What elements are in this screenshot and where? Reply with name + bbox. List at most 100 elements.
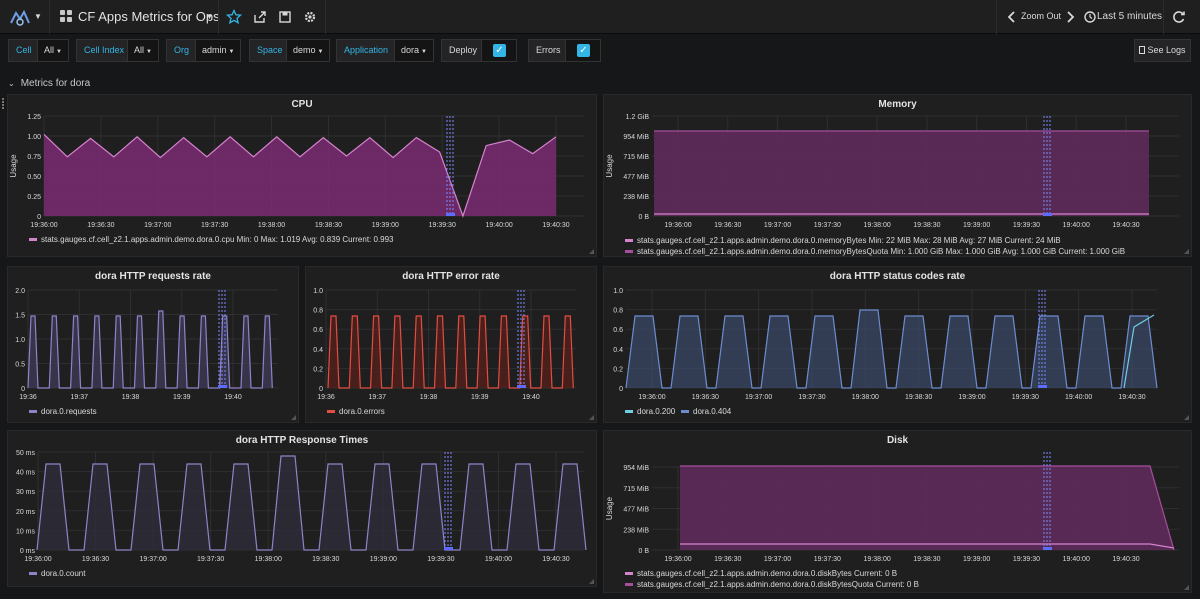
x-tick-label: 19:38:00 xyxy=(258,222,285,229)
panel-title[interactable]: dora HTTP requests rate xyxy=(95,271,211,282)
panel-title[interactable]: CPU xyxy=(291,99,313,110)
x-tick-label: 19:39:00 xyxy=(372,222,399,229)
y-tick-label: 715 MiB xyxy=(623,486,649,493)
x-tick-label: 19:37:00 xyxy=(764,556,791,563)
x-tick-label: 19:40:30 xyxy=(1118,394,1145,401)
legend-item[interactable]: stats.gauges.cf.cell_z2.1.apps.admin.dem… xyxy=(29,235,394,244)
x-tick-label: 19:39:00 xyxy=(963,556,990,563)
variable-label-space: Space xyxy=(249,39,291,62)
panel-requests-rate: dora HTTP requests rate 0 0.5 1.0 1.5 2.0 19:… xyxy=(7,266,299,423)
caret-down-icon: ▼ xyxy=(228,49,235,55)
errors-series-fill xyxy=(328,316,574,388)
annotation-marker xyxy=(1038,385,1047,388)
annotation-marker xyxy=(218,385,227,388)
resize-handle[interactable] xyxy=(1184,585,1189,590)
legend-item[interactable]: stats.gauges.cf.cell_z2.1.apps.admin.dem… xyxy=(625,247,1125,256)
save-icon[interactable] xyxy=(276,8,294,26)
legend-item[interactable]: dora.0.errors xyxy=(327,407,385,416)
variable-select-cell[interactable]: All ▼ xyxy=(37,39,69,62)
legend-item[interactable]: dora.0.count xyxy=(29,569,85,578)
y-tick-label: 0 ms xyxy=(20,548,36,555)
resize-handle[interactable] xyxy=(589,579,594,584)
legend-item[interactable]: stats.gauges.cf.cell_z2.1.apps.admin.dem… xyxy=(625,569,897,578)
resize-handle[interactable] xyxy=(291,415,296,420)
check-icon: ✓ xyxy=(493,44,506,57)
variable-select-application[interactable]: dora ▼ xyxy=(394,39,434,62)
share-icon[interactable] xyxy=(251,8,269,26)
x-tick-label: 19:38:00 xyxy=(863,556,890,563)
dashboard-title[interactable]: CF Apps Metrics for Ops xyxy=(78,9,220,24)
resize-handle[interactable] xyxy=(1184,249,1189,254)
variable-label-cell-index: Cell Index xyxy=(76,39,133,62)
x-tick-label: 19:39:30 xyxy=(1013,222,1040,229)
x-tick-label: 19:36:30 xyxy=(692,394,719,401)
requests-series-fill xyxy=(28,311,273,388)
y-tick-label: 10 ms xyxy=(16,528,36,535)
variable-select-org[interactable]: admin ▼ xyxy=(195,39,242,62)
grafana-menu-button[interactable]: ▼ xyxy=(0,0,50,34)
caret-down-icon: ▼ xyxy=(317,49,324,55)
time-range-picker[interactable]: Last 5 minutes xyxy=(1097,11,1163,22)
panel-status-codes: dora HTTP status codes rate 0 0.2 0.4 0.6 0.… xyxy=(603,266,1192,423)
x-tick-label: 19:36:00 xyxy=(664,222,691,229)
x-tick-label: 19:39:00 xyxy=(963,222,990,229)
star-icon[interactable] xyxy=(225,8,243,26)
y-tick-label: 1.0 xyxy=(613,288,623,295)
chevron-down-icon: ▼ xyxy=(34,12,42,21)
chevron-right-icon[interactable] xyxy=(1061,8,1079,26)
panel-memory: Memory 0 B 238 MiB 477 MiB 715 MiB 954 MiB 1.… xyxy=(603,94,1192,257)
x-tick-label: 19:37:00 xyxy=(139,556,166,563)
x-tick-label: 19:38 xyxy=(122,394,140,401)
legend-item[interactable]: stats.gauges.cf.cell_z2.1.apps.admin.dem… xyxy=(625,236,1061,245)
panel-title[interactable]: Disk xyxy=(886,435,909,446)
drag-handle-icon[interactable] xyxy=(2,98,5,110)
variable-select-space[interactable]: demo ▼ xyxy=(286,39,331,62)
caret-down-icon: ▼ xyxy=(421,49,427,55)
y-tick-label: 0.6 xyxy=(613,327,623,334)
panel-title[interactable]: dora HTTP error rate xyxy=(402,271,500,282)
legend-item[interactable]: dora.0.requests xyxy=(29,407,97,416)
x-tick-label: 19:37 xyxy=(368,394,386,401)
x-tick-label: 19:37:00 xyxy=(764,222,791,229)
see-logs-link[interactable]: See Logs xyxy=(1134,39,1191,62)
y-tick-label: 1.00 xyxy=(27,134,41,141)
chevron-down-icon[interactable]: ▼ xyxy=(206,14,213,21)
gear-icon[interactable] xyxy=(301,8,319,26)
x-tick-label: 19:37 xyxy=(70,394,88,401)
annotation-marker xyxy=(446,213,455,216)
legend-item[interactable]: dora.0.404 xyxy=(681,407,731,416)
resize-handle[interactable] xyxy=(589,415,594,420)
row-title[interactable]: ⌄ Metrics for dora xyxy=(8,78,91,89)
x-tick-label: 19:40:30 xyxy=(542,556,569,563)
deploy-checkbox[interactable]: ✓ xyxy=(481,39,517,62)
variable-label-application: Application xyxy=(336,39,397,62)
y-tick-label: 0 xyxy=(37,214,41,221)
y-tick-label: 20 ms xyxy=(16,509,36,516)
panel-title[interactable]: dora HTTP Response Times xyxy=(235,435,369,446)
x-tick-label: 19:40:00 xyxy=(485,222,512,229)
x-tick-label: 19:40 xyxy=(522,394,540,401)
legend-item[interactable]: stats.gauges.cf.cell_z2.1.apps.admin.dem… xyxy=(625,580,919,589)
resize-handle[interactable] xyxy=(1184,415,1189,420)
x-tick-label: 19:39:00 xyxy=(370,556,397,563)
y-tick-label: 0.75 xyxy=(27,154,41,161)
y-tick-label: 0.5 xyxy=(15,362,25,369)
x-tick-label: 19:38:30 xyxy=(315,222,342,229)
x-tick-label: 19:38:00 xyxy=(852,394,879,401)
panel-error-rate: dora HTTP error rate 0 0.2 0.4 0.6 0.8 1.0 19:… xyxy=(305,266,597,423)
chevron-down-icon: ⌄ xyxy=(8,79,15,88)
panel-title[interactable]: dora HTTP status codes rate xyxy=(829,271,966,282)
zoom-out-button[interactable]: Zoom Out xyxy=(1021,11,1062,21)
legend-item[interactable]: dora.0.200 xyxy=(625,407,675,416)
x-tick-label: 19:36:30 xyxy=(82,556,109,563)
variable-select-cell-index[interactable]: All ▼ xyxy=(127,39,159,62)
x-tick-label: 19:39:30 xyxy=(1012,394,1039,401)
x-tick-label: 19:37:30 xyxy=(201,222,228,229)
x-tick-label: 19:38:00 xyxy=(255,556,282,563)
resize-handle[interactable] xyxy=(589,249,594,254)
y-tick-label: 0.2 xyxy=(313,366,323,373)
chevron-left-icon[interactable] xyxy=(1003,8,1021,26)
panel-title[interactable]: Memory xyxy=(878,99,917,110)
refresh-icon[interactable] xyxy=(1170,8,1188,26)
errors-checkbox[interactable]: ✓ xyxy=(565,39,601,62)
